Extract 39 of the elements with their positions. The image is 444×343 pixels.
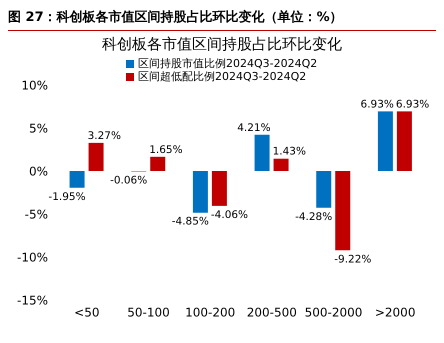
legend-label: 区间超低配比例2024Q3-2024Q2 [138,70,306,83]
y-tick-label: 0% [28,164,48,178]
x-tick-label: <50 [74,306,100,320]
x-tick-label: 100-200 [185,306,236,320]
bar [274,158,289,171]
y-tick-label: 10% [21,78,48,92]
data-label: -1.95% [48,190,86,203]
bar [396,111,412,171]
bar [212,171,227,206]
y-tick-label: 5% [28,121,48,136]
bar [378,111,393,171]
x-tick-label: 500-2000 [304,306,362,320]
bar [335,171,350,250]
data-label: -4.06% [210,208,248,221]
bar [70,171,85,188]
bar [316,171,332,208]
data-label: 1.43% [272,146,306,158]
x-tick-label: 200-500 [246,306,297,320]
chart-title: 图 27：科创板各市值区间持股占比环比变化（单位：%） [8,8,436,31]
data-label: 6.93% [360,98,394,110]
data-label: -0.06% [110,174,148,187]
y-tick-label: -5% [24,207,48,222]
bar [150,156,166,171]
data-label: 4.21% [237,122,271,134]
chart-subtitle: 科创板各市值区间持股占比环比变化 [101,35,343,54]
x-tick-label: 50-100 [127,306,170,320]
bar [254,134,270,171]
y-tick-label: -15% [16,293,48,308]
data-label: -9.22% [334,253,372,266]
data-label: 6.93% [396,98,430,110]
bar [192,171,208,213]
data-label: 3.27% [88,130,121,142]
data-label: 1.65% [149,144,183,156]
x-tick-label: >2000 [374,306,416,320]
data-label: -4.85% [172,216,209,228]
y-tick-label: -10% [16,250,48,264]
data-label: -4.28% [295,210,332,223]
legend-label: 区间持股市值比例2024Q3-2024Q2 [138,57,318,70]
bar [88,142,104,171]
